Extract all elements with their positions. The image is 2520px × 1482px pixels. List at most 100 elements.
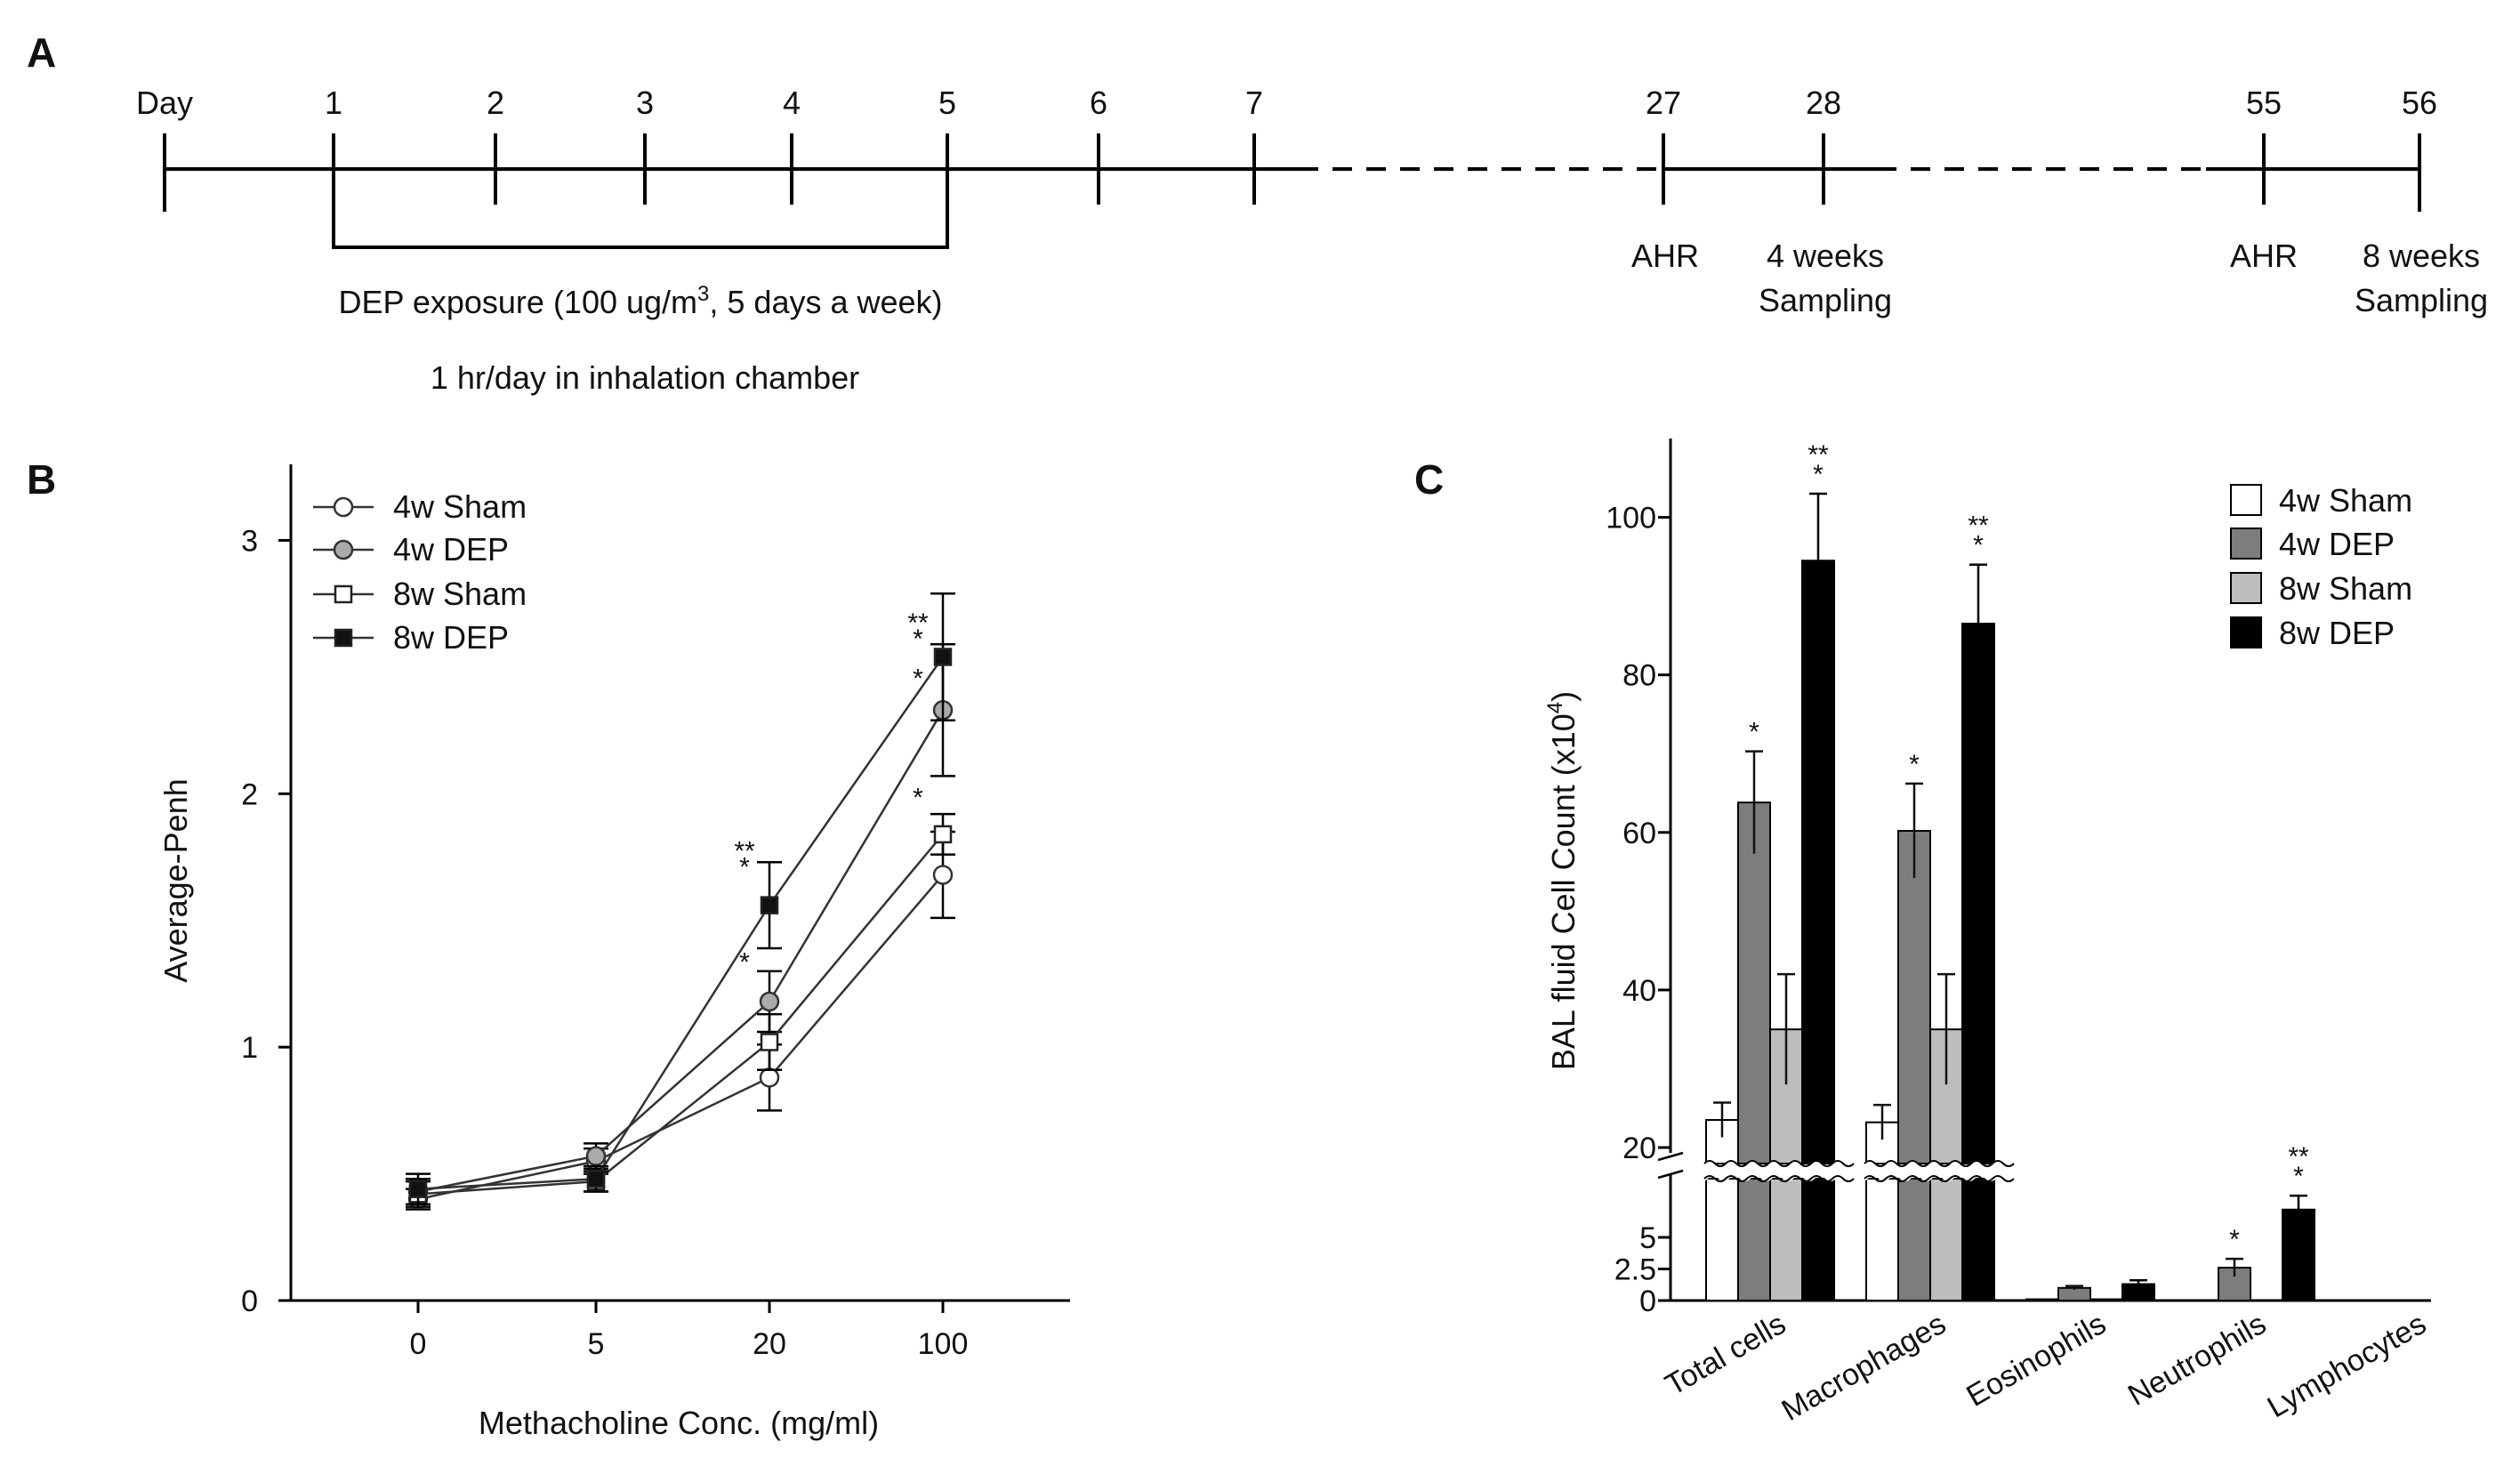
c-bar-lower-total-cells-8w-sham bbox=[1769, 1178, 1803, 1301]
day-label-3: 3 bbox=[636, 85, 654, 121]
c-axis-break-mark-bottom bbox=[1657, 1169, 1684, 1180]
exposure-bracket bbox=[332, 205, 949, 249]
c-legend-swatch-8w-sham bbox=[2230, 572, 2262, 604]
c-bar-total-cells-4w-dep bbox=[1737, 801, 1771, 1164]
c-bar-eosinophils-4w-sham bbox=[2025, 1298, 2059, 1301]
c-xtick-label-macrophages: Macrophages bbox=[1776, 1307, 1952, 1428]
day-label-55: 55 bbox=[2246, 85, 2282, 121]
c-break-wave-bottom-macrophages bbox=[1864, 1175, 2015, 1182]
c-signif-1-1: * bbox=[1813, 460, 1824, 489]
day-label-2: 2 bbox=[487, 85, 504, 121]
c-ytick-label-80: 80 bbox=[1622, 659, 1656, 693]
c-signif-0-0: * bbox=[1749, 718, 1759, 747]
chamber-label: 1 hr/day in inhalation chamber bbox=[431, 359, 859, 396]
b-ticks: 0 1 2 3 0 5 20 100 bbox=[241, 524, 968, 1361]
day-label-1: 1 bbox=[325, 85, 342, 121]
c-ytick-label-20: 20 bbox=[1622, 1132, 1656, 1165]
c-signif-2-0: * bbox=[1909, 750, 1920, 779]
b-line-4w-sham bbox=[417, 874, 944, 1201]
c-bar-lower-total-cells-8w-dep bbox=[1801, 1178, 1835, 1301]
c-bar-lower-macrophages-4w-dep bbox=[1897, 1178, 1931, 1301]
c-signif-5-1: * bbox=[2293, 1162, 2304, 1191]
sampling-4w-line1: 4 weeks bbox=[1767, 238, 1884, 274]
b-point-8w-sham-2 bbox=[760, 1033, 779, 1051]
b-line-8w-dep bbox=[417, 656, 945, 1190]
b-point-8w-dep-3 bbox=[933, 648, 953, 666]
c-ytick-label-0: 0 bbox=[1639, 1285, 1656, 1318]
c-bar-macrophages-8w-dep bbox=[1961, 623, 1995, 1164]
c-xtick-label-lymphocytes: Lymphocytes bbox=[2262, 1307, 2432, 1424]
day-label-5: 5 bbox=[938, 85, 956, 121]
panel-c-bar-chart: C BAL fluid Cell Count (x104) 20 40 60 80 10… bbox=[1414, 439, 2432, 1428]
c-legend-swatch-4w-sham bbox=[2230, 484, 2262, 516]
b-signif-4-0: * bbox=[913, 784, 923, 813]
c-axis-break-mark-top bbox=[1657, 1151, 1684, 1162]
c-bar-lower-macrophages-4w-sham bbox=[1865, 1178, 1899, 1301]
ahr-day55-label: AHR bbox=[2230, 238, 2298, 274]
b-signif-3-0: * bbox=[913, 664, 923, 694]
b-annotations: ********* bbox=[734, 608, 929, 978]
b-point-4w-dep-2 bbox=[759, 991, 780, 1012]
day-label-7: 7 bbox=[1245, 85, 1263, 121]
exposure-label: DEP exposure (100 ug/m3, 5 days a week) bbox=[338, 282, 942, 320]
c-y-axis-title: BAL fluid Cell Count (x104) bbox=[1543, 691, 1582, 1070]
c-break-wave-top-total-cells bbox=[1703, 1160, 1855, 1167]
c-xtick-label-neutrophils: Neutrophils bbox=[2122, 1307, 2272, 1413]
b-xtick-label-5: 5 bbox=[588, 1327, 605, 1361]
c-bar-lower-total-cells-4w-dep bbox=[1737, 1178, 1771, 1301]
day-label-27: 27 bbox=[1646, 85, 1681, 121]
b-line-4w-dep bbox=[417, 709, 945, 1193]
sampling-8w-line2: Sampling bbox=[2355, 282, 2488, 318]
day-label-4: 4 bbox=[783, 85, 801, 121]
c-legend: 4w Sham 4w DEP 8w Sham 8w DEP bbox=[2230, 482, 2412, 651]
c-break-wave-top-macrophages bbox=[1864, 1160, 2015, 1167]
b-point-4w-dep-1 bbox=[585, 1146, 607, 1166]
timeline-day-ticks: 1 2 3 4 5 6 7 27 28 55 56 bbox=[325, 85, 2437, 205]
c-xtick-label-total-cells: Total cells bbox=[1660, 1307, 1791, 1403]
c-bar-lower-total-cells-4w-sham bbox=[1705, 1178, 1739, 1301]
day-label-28: 28 bbox=[1806, 85, 1841, 121]
ahr-day27-label: AHR bbox=[1631, 238, 1699, 274]
panel-c-letter: C bbox=[1414, 456, 1444, 503]
b-ytick-label-2: 2 bbox=[241, 777, 258, 811]
c-ytick-label-2.5: 2.5 bbox=[1614, 1253, 1656, 1287]
b-legend-label-8w-sham: 8w Sham bbox=[393, 576, 527, 612]
b-signif-0-1: * bbox=[739, 852, 750, 882]
c-bar-total-cells-8w-dep bbox=[1801, 560, 1835, 1164]
c-signif-3-1: * bbox=[1973, 531, 1984, 560]
c-legend-label-8w-dep: 8w DEP bbox=[2279, 615, 2395, 651]
b-ytick-label-0: 0 bbox=[241, 1285, 258, 1318]
b-signif-1-0: * bbox=[739, 948, 750, 978]
b-point-4w-sham-3 bbox=[932, 865, 954, 885]
c-ytick-label-40: 40 bbox=[1622, 974, 1656, 1008]
c-ytick-label-60: 60 bbox=[1622, 817, 1656, 850]
c-break-wave-bottom-total-cells bbox=[1703, 1175, 1855, 1182]
sampling-8w-line1: 8 weeks bbox=[2363, 238, 2480, 274]
b-point-4w-sham-2 bbox=[759, 1067, 780, 1088]
b-series bbox=[406, 592, 955, 1211]
c-legend-label-4w-dep: 4w DEP bbox=[2279, 526, 2395, 562]
b-legend-label-8w-dep: 8w DEP bbox=[393, 619, 509, 656]
c-legend-swatch-8w-dep bbox=[2230, 616, 2262, 648]
panel-b-line-chart: B Average-Penh Methacholine Conc. (mg/ml… bbox=[27, 456, 1070, 1441]
c-signif-4-0: * bbox=[2229, 1225, 2240, 1254]
c-xtick-label-eosinophils: Eosinophils bbox=[1960, 1307, 2112, 1414]
c-bar-macrophages-4w-dep bbox=[1897, 830, 1931, 1164]
b-xtick-label-100: 100 bbox=[918, 1327, 969, 1361]
b-point-8w-dep-2 bbox=[760, 896, 779, 914]
c-ytick-label-100: 100 bbox=[1606, 502, 1656, 536]
c-signif-3-0: ** bbox=[1968, 511, 1989, 541]
c-bar-eosinophils-8w-sham bbox=[2089, 1298, 2123, 1301]
c-signif-5-0: ** bbox=[2288, 1142, 2309, 1172]
b-line-8w-sham bbox=[417, 834, 944, 1196]
day-label-6: 6 bbox=[1090, 85, 1107, 121]
panel-b-letter: B bbox=[27, 456, 56, 503]
b-signif-2-0: ** bbox=[907, 608, 929, 638]
panel-a-letter: A bbox=[27, 29, 56, 76]
b-xtick-label-20: 20 bbox=[753, 1327, 786, 1361]
b-legend: 4w Sham 4w DEP 8w Sham 8w DEP bbox=[313, 488, 527, 656]
b-signif-2-1: * bbox=[913, 624, 923, 654]
c-legend-label-4w-sham: 4w Sham bbox=[2279, 482, 2412, 519]
